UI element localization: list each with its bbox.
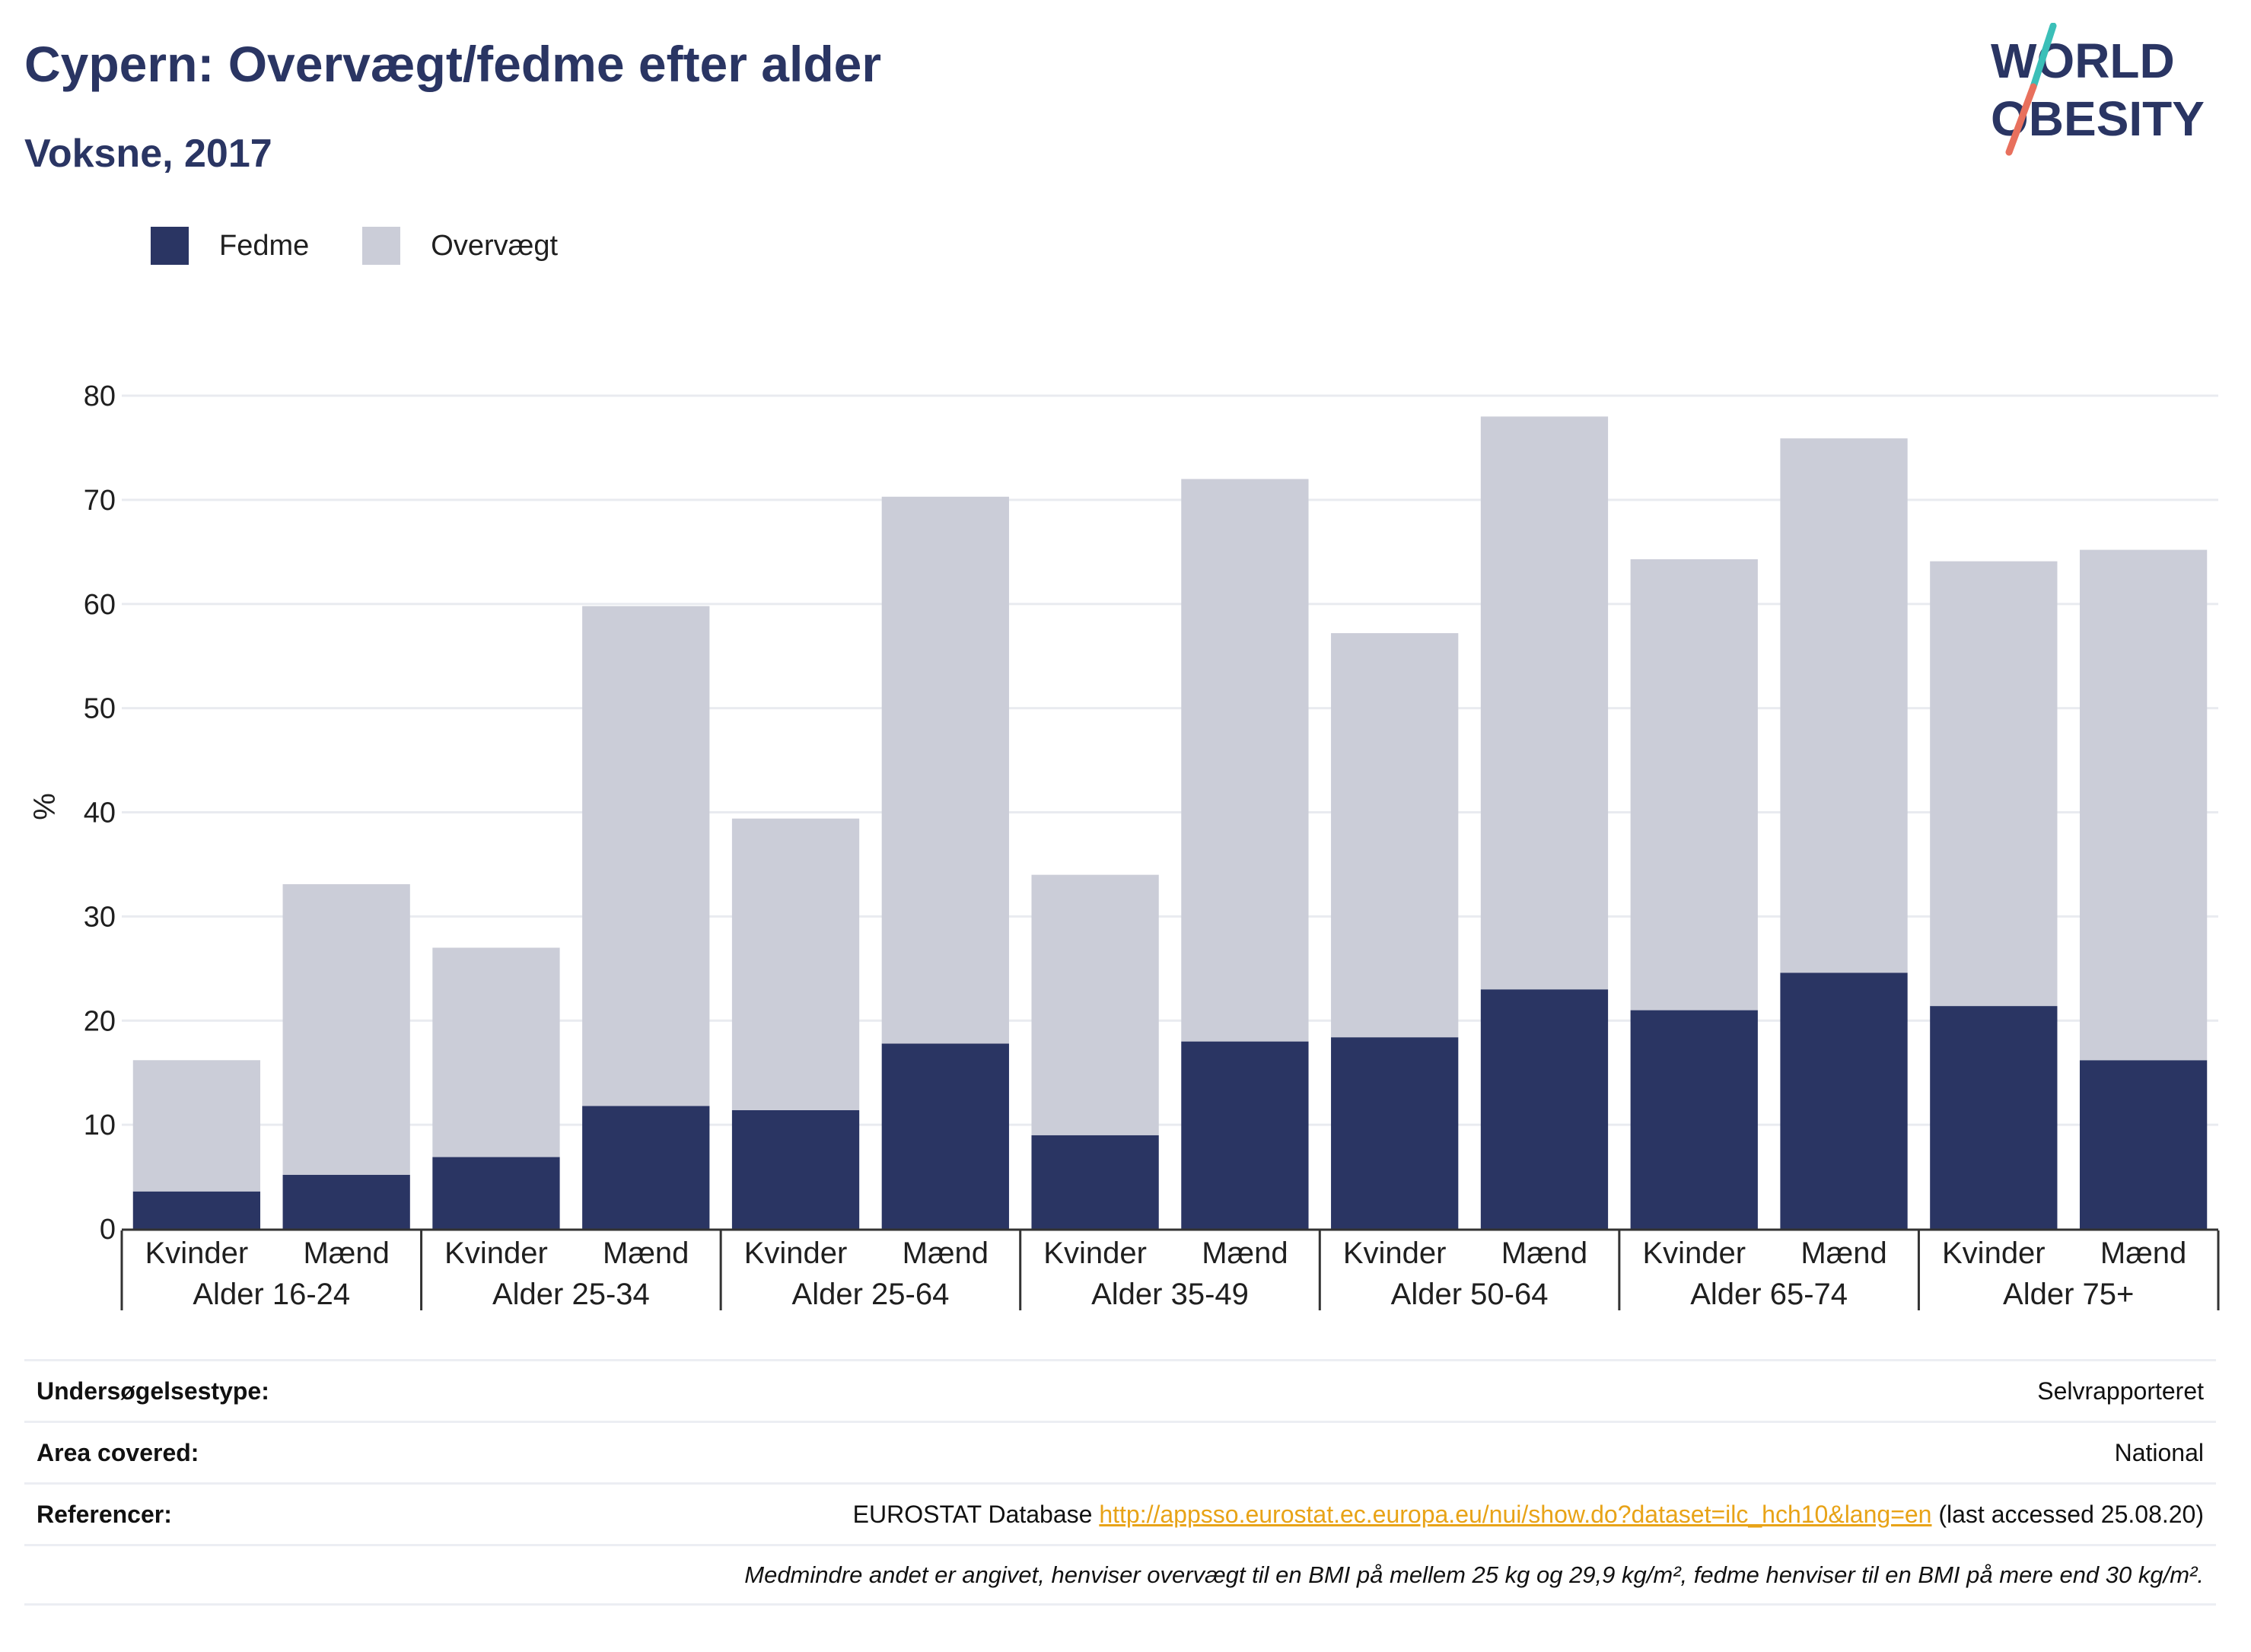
- logo-line1: WORLD: [1991, 33, 2175, 88]
- x-tick-label: Mænd: [903, 1237, 989, 1270]
- definition-note: Medmindre andet er angivet, henviser ove…: [744, 1561, 2204, 1588]
- reference-suffix: (last accessed 25.08.20): [1931, 1500, 2204, 1528]
- info-value: National: [2114, 1438, 2204, 1466]
- info-key: Undersøgelsestype:: [37, 1377, 269, 1405]
- bar-overvaegt: [282, 883, 410, 1175]
- x-tick-label: Mænd: [2100, 1237, 2186, 1270]
- x-tick-label: Kvinder: [444, 1237, 548, 1270]
- bar-overvaegt: [1331, 633, 1459, 1038]
- bar-fedme: [1930, 1006, 2058, 1229]
- bar-overvaegt: [731, 818, 860, 1110]
- bar-fedme: [731, 1109, 860, 1229]
- logo-slash-top: [2030, 23, 2057, 91]
- bar-overvaegt: [432, 947, 560, 1157]
- bar-fedme: [582, 1106, 710, 1229]
- y-tick-label: 80: [84, 380, 116, 412]
- stacked-bar-chart: 0 10 20 30 40 50 60 70 80% Kvinder Mænd Kvinder Mænd…: [28, 380, 2220, 1311]
- x-tick-label: Kvinder: [1043, 1237, 1147, 1270]
- chart-title: Cypern: Overvægt/fedme efter alder: [24, 36, 882, 92]
- legend-item-fedme: Fedme: [151, 227, 309, 265]
- legend-label-overvaegt: Overvægt: [431, 229, 559, 262]
- bar-fedme: [1480, 989, 1609, 1229]
- info-value: Selvrapporteret: [2037, 1377, 2204, 1405]
- bar-overvaegt: [582, 606, 710, 1106]
- bar-fedme: [1181, 1041, 1309, 1229]
- x-tick-label: Mænd: [1800, 1237, 1886, 1270]
- group-label: Alder 65-74: [1690, 1278, 1848, 1311]
- info-row-area: Area covered: National: [24, 1421, 2216, 1482]
- reference-prefix: EUROSTAT Database: [852, 1500, 1100, 1528]
- info-row-survey-type: Undersøgelsestype: Selvrapporteret: [24, 1359, 2216, 1421]
- group-label: Alder 75+: [2003, 1278, 2134, 1311]
- bar-overvaegt: [1630, 559, 1758, 1011]
- bar-fedme: [132, 1191, 261, 1229]
- bar-overvaegt: [881, 496, 1009, 1044]
- x-tick-label: Kvinder: [1942, 1237, 2046, 1270]
- x-tick-label: Kvinder: [1343, 1237, 1447, 1270]
- y-tick-label: 40: [84, 797, 116, 829]
- legend-swatch-overvaegt: [362, 227, 401, 265]
- x-tick-label: Mænd: [1501, 1237, 1587, 1270]
- y-axis-label: %: [28, 793, 62, 820]
- bar-fedme: [432, 1157, 560, 1229]
- bar-overvaegt: [1480, 416, 1609, 990]
- info-key: Referencer:: [37, 1500, 172, 1528]
- bar-fedme: [1031, 1135, 1159, 1229]
- legend-label-fedme: Fedme: [219, 229, 310, 262]
- group-label: Alder 35-49: [1091, 1278, 1249, 1311]
- bar-overvaegt: [1181, 479, 1309, 1042]
- info-key: Area covered:: [37, 1438, 199, 1466]
- group-label: Alder 16-24: [193, 1278, 350, 1311]
- y-tick-label: 0: [100, 1214, 116, 1246]
- logo-slash-bottom: [2005, 83, 2037, 156]
- y-tick-label: 70: [84, 485, 116, 517]
- bar-overvaegt: [1930, 561, 2058, 1007]
- bar-overvaegt: [132, 1060, 261, 1192]
- y-tick-label: 20: [84, 1005, 116, 1037]
- x-tick-label: Kvinder: [145, 1237, 249, 1270]
- x-tick-label: Mænd: [1202, 1237, 1288, 1270]
- chart-legend: Fedme Overvægt: [151, 227, 611, 265]
- y-tick-label: 10: [84, 1109, 116, 1141]
- legend-item-overvaegt: Overvægt: [362, 227, 558, 265]
- bar-fedme: [282, 1174, 410, 1229]
- y-tick-label: 60: [84, 589, 116, 621]
- group-label: Alder 50-64: [1391, 1278, 1549, 1311]
- bar-fedme: [1630, 1010, 1758, 1229]
- bar-fedme: [1331, 1037, 1459, 1229]
- y-tick-label: 50: [84, 693, 116, 725]
- legend-swatch-fedme: [151, 227, 189, 265]
- y-tick-label: 30: [84, 901, 116, 933]
- chart-subtitle: Voksne, 2017: [24, 132, 272, 176]
- info-row-references: Referencer: EUROSTAT Database http://app…: [24, 1482, 2216, 1544]
- info-table: Undersøgelsestype: Selvrapporteret Area …: [24, 1359, 2216, 1606]
- bar-fedme: [2079, 1060, 2208, 1229]
- group-label: Alder 25-64: [792, 1278, 950, 1311]
- x-tick-label: Kvinder: [744, 1237, 848, 1270]
- bar-overvaegt: [1780, 438, 1908, 973]
- x-tick-label: Kvinder: [1642, 1237, 1746, 1270]
- bar-overvaegt: [2079, 549, 2208, 1061]
- bar-fedme: [881, 1043, 1009, 1229]
- group-label: Alder 25-34: [492, 1278, 650, 1311]
- info-row-note: Medmindre andet er angivet, henviser ove…: [24, 1544, 2216, 1606]
- x-tick-label: Mænd: [303, 1237, 389, 1270]
- x-tick-label: Mænd: [603, 1237, 689, 1270]
- reference-link[interactable]: http://appsso.eurostat.ec.europa.eu/nui/…: [1099, 1500, 1932, 1528]
- bar-overvaegt: [1031, 874, 1159, 1135]
- info-value: EUROSTAT Database http://appsso.eurostat…: [853, 1501, 2204, 1529]
- bar-fedme: [1780, 972, 1908, 1229]
- world-obesity-logo: WORLD OBESITY: [1991, 23, 2205, 156]
